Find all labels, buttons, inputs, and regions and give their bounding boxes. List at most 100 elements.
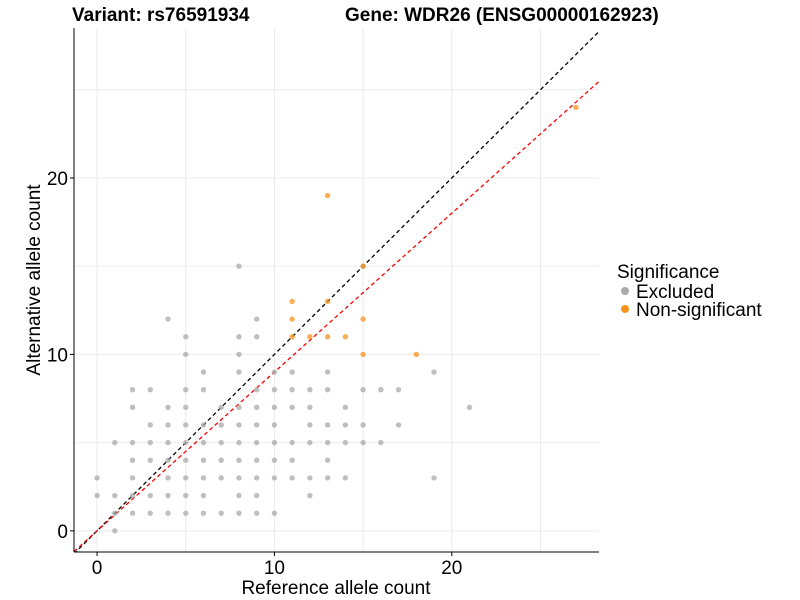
- legend-title: Significance: [617, 262, 719, 283]
- point-excluded: [253, 404, 260, 411]
- point-excluded: [112, 439, 118, 446]
- legend-label-excluded: Excluded: [636, 282, 714, 303]
- point-non-significant: [360, 351, 366, 358]
- point-excluded: [395, 386, 402, 393]
- identity-reference-line: [74, 31, 599, 552]
- point-excluded: [395, 422, 402, 428]
- point-excluded: [183, 386, 189, 393]
- point-excluded: [324, 369, 331, 375]
- point-excluded: [147, 457, 153, 463]
- point-excluded: [342, 475, 349, 481]
- point-excluded: [200, 369, 207, 375]
- point-excluded: [271, 422, 278, 428]
- point-excluded: [307, 422, 313, 428]
- point-excluded: [360, 422, 366, 428]
- point-excluded: [324, 386, 331, 393]
- point-excluded: [253, 316, 260, 322]
- axes: 0 10 20 0 10 20: [47, 28, 599, 579]
- point-excluded: [324, 475, 331, 481]
- point-non-significant: [324, 334, 331, 340]
- point-excluded: [218, 422, 224, 428]
- point-excluded: [253, 510, 260, 516]
- point-non-significant: [289, 298, 295, 305]
- point-excluded: [147, 439, 153, 446]
- point-excluded: [271, 510, 278, 516]
- point-excluded: [165, 492, 171, 499]
- point-excluded: [200, 439, 207, 446]
- point-excluded: [271, 369, 278, 375]
- point-excluded: [431, 369, 437, 375]
- point-excluded: [183, 334, 189, 340]
- point-excluded: [200, 457, 207, 463]
- point-non-significant: [573, 104, 579, 111]
- data-points: [94, 104, 579, 534]
- point-non-significant: [360, 316, 366, 322]
- point-excluded: [378, 439, 384, 446]
- reference-lines: [74, 31, 599, 552]
- point-excluded: [236, 492, 242, 499]
- point-excluded: [129, 439, 136, 446]
- point-excluded: [342, 422, 349, 428]
- point-excluded: [360, 386, 366, 393]
- point-non-significant: [324, 192, 331, 199]
- point-excluded: [307, 404, 313, 411]
- point-excluded: [165, 475, 171, 481]
- point-excluded: [165, 316, 171, 322]
- legend-label-non-significant: Non-significant: [636, 300, 762, 321]
- point-non-significant: [413, 351, 420, 358]
- point-excluded: [183, 492, 189, 499]
- point-excluded: [94, 492, 100, 499]
- point-excluded: [129, 510, 136, 516]
- point-excluded: [183, 510, 189, 516]
- y-axis-label: Alternative allele count: [24, 184, 45, 376]
- point-excluded: [236, 510, 242, 516]
- point-excluded: [360, 439, 366, 446]
- point-excluded: [431, 475, 437, 481]
- grid: [74, 28, 599, 552]
- legend-swatch-excluded: [621, 287, 629, 295]
- point-excluded: [289, 439, 295, 446]
- point-excluded: [271, 475, 278, 481]
- point-excluded: [378, 386, 384, 393]
- point-excluded: [307, 492, 313, 499]
- point-excluded: [112, 510, 118, 516]
- point-excluded: [271, 439, 278, 446]
- point-non-significant: [289, 316, 295, 322]
- point-non-significant: [360, 263, 366, 269]
- point-non-significant: [289, 334, 295, 340]
- x-tick-label: 0: [92, 558, 103, 579]
- point-excluded: [307, 475, 313, 481]
- point-excluded: [466, 404, 473, 411]
- fit-reference-line: [74, 80, 599, 552]
- point-excluded: [307, 439, 313, 446]
- y-tick-label: 10: [47, 345, 68, 366]
- point-excluded: [253, 475, 260, 481]
- point-excluded: [218, 510, 224, 516]
- x-tick-label: 20: [441, 558, 462, 579]
- point-excluded: [253, 334, 260, 340]
- point-excluded: [183, 404, 189, 411]
- point-excluded: [236, 404, 242, 411]
- point-excluded: [289, 475, 295, 481]
- point-excluded: [183, 475, 189, 481]
- point-excluded: [253, 439, 260, 446]
- point-excluded: [147, 510, 153, 516]
- point-excluded: [129, 475, 136, 481]
- point-excluded: [218, 475, 224, 481]
- point-excluded: [183, 457, 189, 463]
- point-excluded: [165, 422, 171, 428]
- point-excluded: [271, 386, 278, 393]
- point-excluded: [165, 457, 171, 463]
- point-excluded: [236, 457, 242, 463]
- point-excluded: [183, 439, 189, 446]
- point-excluded: [200, 475, 207, 481]
- point-excluded: [324, 457, 331, 463]
- point-excluded: [342, 439, 349, 446]
- point-non-significant: [324, 298, 331, 305]
- point-excluded: [289, 386, 295, 393]
- point-excluded: [200, 510, 207, 516]
- point-excluded: [147, 422, 153, 428]
- point-excluded: [183, 422, 189, 428]
- point-excluded: [236, 439, 242, 446]
- point-excluded: [200, 422, 207, 428]
